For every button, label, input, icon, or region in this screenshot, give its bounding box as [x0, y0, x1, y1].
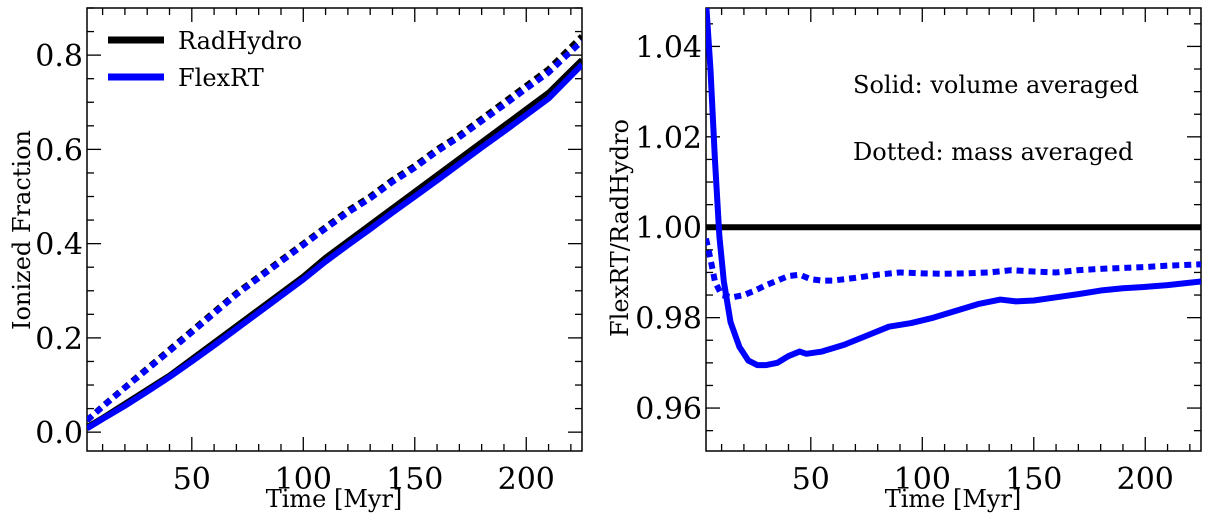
right-series-group: [706, 8, 1201, 369]
right-tick-labels: 50 100 150 200 0.96 0.98 1.00 1.02 1.04: [635, 30, 1174, 497]
left-plot-frame: [86, 7, 583, 452]
left-x-axis-label: Time [Myr]: [266, 485, 403, 513]
y-tick-label: 0.0: [35, 416, 83, 451]
annotation-solid: Solid: volume averaged: [853, 71, 1139, 99]
x-tick-label: 200: [1117, 462, 1174, 497]
series-line-flexrt-mass-averaged: [87, 38, 582, 423]
series-line-radhydro-mass-averaged: [87, 34, 582, 423]
left-tick-marks: [87, 7, 582, 451]
y-tick-label: 1.02: [635, 121, 702, 156]
y-tick-label: 0.96: [635, 392, 702, 427]
x-tick-label: 100: [275, 462, 332, 497]
series-line-flexrt-radhydro-volume-averaged: [706, 8, 1201, 369]
right-y-axis-label: FlexRT/RadHydro: [606, 119, 634, 337]
y-tick-label: 0.98: [635, 302, 702, 337]
y-tick-label: 1.04: [635, 30, 702, 65]
y-tick-label: 0.4: [35, 228, 83, 263]
series-line-flexrt-volume-averaged: [87, 62, 582, 431]
left-y-axis-label: Ionized Fraction: [8, 130, 36, 330]
x-tick-label: 200: [498, 462, 555, 497]
y-tick-label: 1.00: [635, 211, 702, 246]
legend: RadHydro FlexRT: [108, 27, 302, 92]
y-tick-label: 0.2: [35, 322, 83, 357]
series-line-radhydro-volume-averaged: [87, 57, 582, 431]
legend-label-flexrt: FlexRT: [178, 64, 264, 92]
series-line-flexrt-radhydro-mass-averaged: [706, 237, 1201, 301]
x-tick-label: 50: [792, 462, 830, 497]
x-tick-label: 100: [894, 462, 951, 497]
x-tick-label: 50: [173, 462, 211, 497]
y-tick-label: 0.6: [35, 133, 83, 168]
right-tick-marks: [706, 8, 1201, 451]
left-chart-panel: 50 100 150 200 0.0 0.2 0.4 0.6 0.8 Time [Myr] Io…: [8, 7, 583, 513]
x-tick-label: 150: [1005, 462, 1062, 497]
left-tick-labels: 50 100 150 200 0.0 0.2 0.4 0.6 0.8: [35, 39, 555, 497]
right-chart-panel: 50 100 150 200 0.96 0.98 1.00 1.02 1.04 Time [My…: [606, 7, 1202, 513]
y-tick-label: 0.8: [35, 39, 83, 74]
x-tick-label: 150: [386, 462, 443, 497]
right-x-axis-label: Time [Myr]: [885, 485, 1022, 513]
legend-label-radhydro: RadHydro: [178, 27, 302, 55]
annotation-dotted: Dotted: mass averaged: [853, 138, 1133, 166]
left-series-group: [87, 34, 582, 431]
